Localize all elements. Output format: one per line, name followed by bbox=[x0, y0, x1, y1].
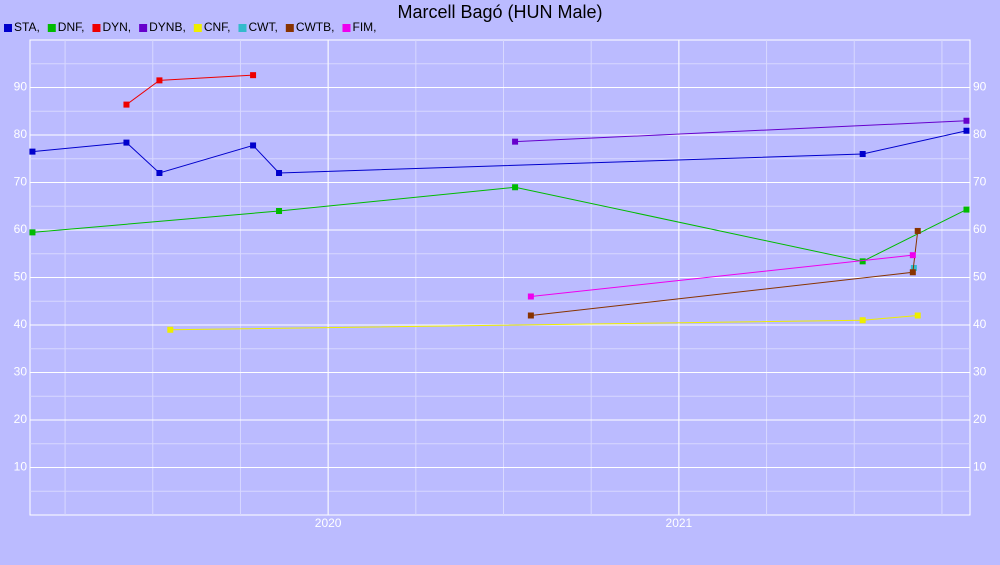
y2-tick-label: 70 bbox=[973, 175, 987, 189]
y-tick-label: 50 bbox=[14, 270, 28, 284]
y-tick-label: 20 bbox=[14, 412, 28, 426]
point-marker bbox=[859, 317, 866, 324]
legend-swatch bbox=[4, 24, 12, 32]
legend-swatch bbox=[238, 24, 247, 32]
point-marker bbox=[963, 206, 970, 213]
y2-tick-label: 60 bbox=[973, 222, 987, 236]
series-line bbox=[530, 254, 913, 297]
y2-tick-label: 20 bbox=[973, 412, 987, 426]
x-tick-label: 2020 bbox=[315, 516, 342, 530]
legend-label: DYN, bbox=[102, 20, 131, 34]
point-marker bbox=[512, 138, 519, 145]
y2-tick-label: 80 bbox=[973, 127, 987, 141]
point-marker bbox=[909, 252, 916, 259]
point-marker bbox=[859, 258, 866, 265]
legend-swatch bbox=[139, 24, 148, 32]
legend-label: STA, bbox=[14, 20, 40, 34]
legend-label: CWT, bbox=[248, 20, 277, 34]
point-marker bbox=[250, 72, 257, 79]
point-marker bbox=[29, 148, 36, 155]
point-marker bbox=[909, 269, 916, 276]
legend-label: CNF, bbox=[204, 20, 231, 34]
legend-label: DYNB, bbox=[149, 20, 186, 34]
y-tick-label: 10 bbox=[14, 460, 28, 474]
y-tick-label: 90 bbox=[14, 80, 28, 94]
point-marker bbox=[512, 184, 519, 191]
point-marker bbox=[167, 326, 174, 333]
point-marker bbox=[527, 293, 534, 300]
point-marker bbox=[963, 117, 970, 124]
point-marker bbox=[914, 227, 921, 234]
point-marker bbox=[276, 170, 283, 176]
point-marker bbox=[910, 265, 917, 271]
legend-label: FIM, bbox=[352, 20, 376, 34]
point-marker bbox=[963, 127, 970, 134]
point-marker bbox=[29, 229, 36, 236]
y2-tick-label: 50 bbox=[973, 270, 987, 284]
y-tick-label: 30 bbox=[14, 365, 28, 379]
legend-swatch bbox=[342, 24, 351, 32]
legend-swatch bbox=[47, 24, 56, 32]
y2-tick-label: 40 bbox=[973, 317, 987, 331]
x-tick-label: 2021 bbox=[666, 516, 693, 530]
point-marker bbox=[156, 170, 163, 176]
point-marker bbox=[859, 151, 866, 157]
point-marker bbox=[276, 208, 283, 214]
y-tick-label: 60 bbox=[14, 222, 28, 236]
point-marker bbox=[527, 312, 534, 319]
point-marker bbox=[250, 142, 257, 149]
point-marker bbox=[123, 139, 130, 146]
chart-title: Marcell Bagó (HUN Male) bbox=[397, 2, 602, 22]
point-marker bbox=[123, 101, 130, 108]
y-tick-label: 70 bbox=[14, 175, 28, 189]
y-tick-label: 40 bbox=[14, 317, 28, 331]
y2-tick-label: 10 bbox=[973, 460, 987, 474]
point-marker bbox=[914, 312, 921, 319]
point-marker bbox=[156, 77, 163, 84]
legend-label: CWTB, bbox=[296, 20, 335, 34]
y2-tick-label: 90 bbox=[973, 80, 987, 94]
legend-label: DNF, bbox=[58, 20, 85, 34]
y2-tick-label: 30 bbox=[973, 365, 987, 379]
legend-swatch bbox=[92, 24, 101, 32]
legend-swatch bbox=[285, 24, 294, 32]
y-tick-label: 80 bbox=[14, 127, 28, 141]
series-line bbox=[515, 120, 967, 143]
legend-swatch bbox=[193, 24, 202, 32]
